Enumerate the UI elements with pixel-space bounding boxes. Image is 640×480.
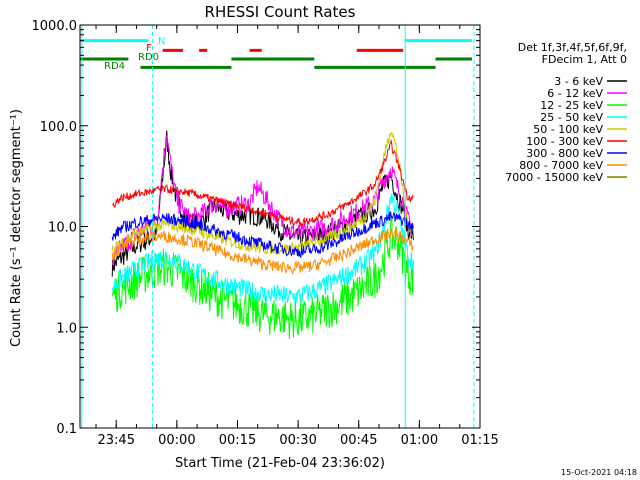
y-axis: 0.1 1.0 10.0 100.0 1000.0 [32, 19, 480, 437]
flag-label-N: N [158, 36, 165, 47]
flag-label-RD4: RD4 [104, 61, 125, 72]
flag-label-RD0: RD0 [138, 52, 159, 63]
x-axis: 23:45 00:00 00:15 00:30 00:45 01:00 01:15 [95, 25, 499, 448]
y-tick-label: 1.0 [56, 321, 77, 336]
x-tick-label: 00:00 [158, 433, 195, 448]
y-tick-label: 1000.0 [32, 19, 78, 34]
legend-label: 100 - 300 keV [526, 135, 603, 148]
legend-label: 800 - 7000 keV [519, 159, 603, 172]
legend-label: 12 - 25 keV [540, 99, 603, 112]
series-line-1 [111, 134, 414, 265]
series-line-5 [112, 138, 414, 228]
legend-title-line: FDecim 1, Att 0 [542, 53, 627, 66]
x-tick-label: 01:15 [461, 433, 498, 448]
x-tick-label: 01:00 [401, 433, 438, 448]
legend-label: 3 - 6 keV [554, 75, 603, 88]
generation-timestamp: 15-Oct-2021 04:18 [561, 468, 637, 477]
legend-label: 25 - 50 keV [540, 111, 603, 124]
x-tick-label: 23:45 [98, 433, 135, 448]
series-line-3 [111, 192, 414, 304]
legend-title-line: Det 1f,3f,4f,5f,6f,9f, [518, 41, 627, 54]
series-layer [111, 130, 414, 340]
y-tick-label: 0.1 [56, 422, 77, 437]
legend-label: 50 - 100 keV [533, 123, 603, 136]
y-axis-label: Count Rate (s⁻¹ detector segment⁻¹) [9, 109, 24, 347]
chart-title: RHESSI Count Rates [205, 3, 356, 21]
legend-label: 300 - 800 keV [526, 147, 603, 160]
x-axis-label: Start Time (21-Feb-04 23:36:02) [175, 456, 385, 471]
legend: Det 1f,3f,4f,5f,6f,9f,FDecim 1, Att 0 3 -… [505, 41, 627, 184]
y-tick-label: 10.0 [48, 221, 77, 236]
legend-label: 7000 - 15000 keV [505, 171, 603, 184]
legend-label: 6 - 12 keV [547, 87, 603, 100]
series-line-7 [111, 227, 414, 275]
x-tick-label: 00:15 [219, 433, 256, 448]
x-tick-label: 00:30 [279, 433, 316, 448]
x-tick-label: 00:45 [340, 433, 377, 448]
y-tick-label: 100.0 [40, 120, 77, 135]
series-line-6 [111, 211, 414, 258]
flag-label-F: F [146, 43, 152, 54]
series-line-2 [111, 215, 414, 340]
